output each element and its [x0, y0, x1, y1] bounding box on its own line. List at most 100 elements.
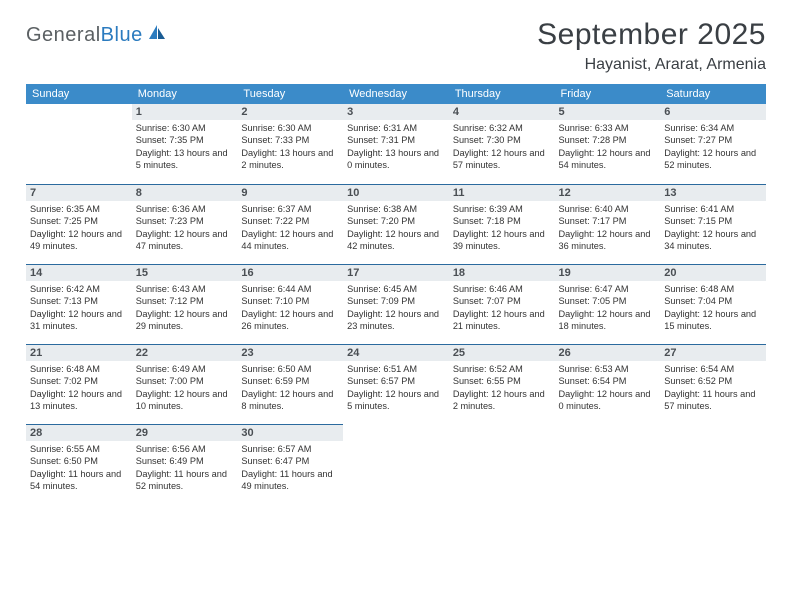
day-details: Sunrise: 6:49 AMSunset: 7:00 PMDaylight:… [132, 361, 238, 415]
sunset-line: Sunset: 7:33 PM [241, 134, 339, 146]
sunrise-line: Sunrise: 6:37 AM [241, 203, 339, 215]
day-cell: 24 Sunrise: 6:51 AMSunset: 6:57 PMDayligh… [343, 344, 449, 424]
day-cell: 23Sunrise: 6:50 AMSunset: 6:59 PMDayligh… [237, 344, 343, 424]
day-cell: 5Sunrise: 6:33 AMSunset: 7:28 PMDaylight… [555, 104, 661, 184]
day-cell [555, 424, 661, 504]
day-cell: 8Sunrise: 6:36 AMSunset: 7:23 PMDaylight… [132, 184, 238, 264]
day-cell: 1Sunrise: 6:30 AMSunset: 7:35 PMDaylight… [132, 104, 238, 184]
dayhead-thu: Thursday [449, 84, 555, 104]
sunset-line: Sunset: 7:13 PM [30, 295, 128, 307]
daylight-line: Daylight: 11 hours and 49 minutes. [241, 468, 339, 493]
sunset-line: Sunset: 7:30 PM [453, 134, 551, 146]
daylight-line: Daylight: 12 hours and 54 minutes. [559, 147, 657, 172]
sunset-line: Sunset: 7:15 PM [664, 215, 762, 227]
day-number: 25 [449, 344, 555, 361]
sunrise-line: Sunrise: 6:34 AM [664, 122, 762, 134]
sunset-line: Sunset: 6:57 PM [347, 375, 445, 387]
daylight-line: Daylight: 12 hours and 29 minutes. [136, 308, 234, 333]
day-details: Sunrise: 6:55 AMSunset: 6:50 PMDaylight:… [26, 441, 132, 495]
daylight-line: Daylight: 13 hours and 5 minutes. [136, 147, 234, 172]
sunrise-line: Sunrise: 6:50 AM [241, 363, 339, 375]
day-cell: 13Sunrise: 6:41 AMSunset: 7:15 PMDayligh… [660, 184, 766, 264]
day-cell: 12Sunrise: 6:40 AMSunset: 7:17 PMDayligh… [555, 184, 661, 264]
sunrise-line: Sunrise: 6:43 AM [136, 283, 234, 295]
day-number [555, 424, 661, 440]
sunrise-line: Sunrise: 6:57 AM [241, 443, 339, 455]
sunrise-line: Sunrise: 6:46 AM [453, 283, 551, 295]
dayhead-mon: Monday [132, 84, 238, 104]
day-number: 18 [449, 264, 555, 281]
daylight-line: Daylight: 11 hours and 52 minutes. [136, 468, 234, 493]
day-number [660, 424, 766, 440]
day-details: Sunrise: 6:57 AMSunset: 6:47 PMDaylight:… [237, 441, 343, 495]
sunset-line: Sunset: 7:31 PM [347, 134, 445, 146]
day-cell: 29Sunrise: 6:56 AMSunset: 6:49 PMDayligh… [132, 424, 238, 504]
daylight-line: Daylight: 12 hours and 0 minutes. [559, 388, 657, 413]
daylight-line: Daylight: 12 hours and 42 minutes. [347, 228, 445, 253]
day-cell: 21Sunrise: 6:48 AMSunset: 7:02 PMDayligh… [26, 344, 132, 424]
day-cell: 18Sunrise: 6:46 AMSunset: 7:07 PMDayligh… [449, 264, 555, 344]
day-details: Sunrise: 6:54 AMSunset: 6:52 PMDaylight:… [660, 361, 766, 415]
daylight-line: Daylight: 12 hours and 2 minutes. [453, 388, 551, 413]
sunset-line: Sunset: 7:12 PM [136, 295, 234, 307]
day-cell: 15 Sunrise: 6:43 AMSunset: 7:12 PMDayligh… [132, 264, 238, 344]
sunrise-line: Sunrise: 6:48 AM [664, 283, 762, 295]
day-details: Sunrise: 6:31 AMSunset: 7:31 PMDaylight:… [343, 120, 449, 174]
daylight-line: Daylight: 13 hours and 0 minutes. [347, 147, 445, 172]
month-title: September 2025 [537, 18, 766, 52]
daylight-line: Daylight: 13 hours and 2 minutes. [241, 147, 339, 172]
dayhead-sat: Saturday [660, 84, 766, 104]
daylight-line: Daylight: 12 hours and 10 minutes. [136, 388, 234, 413]
day-cell: 14Sunrise: 6:42 AMSunset: 7:13 PMDayligh… [26, 264, 132, 344]
day-number: 17 [343, 264, 449, 281]
day-details: Sunrise: 6:46 AMSunset: 7:07 PMDaylight:… [449, 281, 555, 335]
day-cell: 4Sunrise: 6:32 AMSunset: 7:30 PMDaylight… [449, 104, 555, 184]
daylight-line: Daylight: 12 hours and 39 minutes. [453, 228, 551, 253]
day-number: 21 [26, 344, 132, 361]
sunset-line: Sunset: 7:35 PM [136, 134, 234, 146]
page-header: GeneralBlue September 2025 Hayanist, Ara… [26, 18, 766, 74]
daylight-line: Daylight: 12 hours and 36 minutes. [559, 228, 657, 253]
day-number: 8 [132, 184, 238, 201]
day-number: 14 [26, 264, 132, 281]
sunset-line: Sunset: 6:59 PM [241, 375, 339, 387]
day-cell: 25Sunrise: 6:52 AMSunset: 6:55 PMDayligh… [449, 344, 555, 424]
sunset-line: Sunset: 7:27 PM [664, 134, 762, 146]
day-number: 3 [343, 104, 449, 120]
day-details: Sunrise: 6:36 AMSunset: 7:23 PMDaylight:… [132, 201, 238, 255]
day-details: Sunrise: 6:30 AMSunset: 7:33 PMDaylight:… [237, 120, 343, 174]
day-cell [660, 424, 766, 504]
day-number: 5 [555, 104, 661, 120]
sunrise-line: Sunrise: 6:49 AM [136, 363, 234, 375]
daylight-line: Daylight: 12 hours and 21 minutes. [453, 308, 551, 333]
daylight-line: Daylight: 12 hours and 31 minutes. [30, 308, 128, 333]
day-number: 9 [237, 184, 343, 201]
day-details: Sunrise: 6:52 AMSunset: 6:55 PMDaylight:… [449, 361, 555, 415]
sunset-line: Sunset: 7:20 PM [347, 215, 445, 227]
sunrise-line: Sunrise: 6:55 AM [30, 443, 128, 455]
day-number: 24 [343, 344, 449, 361]
day-cell: 20Sunrise: 6:48 AMSunset: 7:04 PMDayligh… [660, 264, 766, 344]
day-number: 20 [660, 264, 766, 281]
sunrise-line: Sunrise: 6:47 AM [559, 283, 657, 295]
sunrise-line: Sunrise: 6:48 AM [30, 363, 128, 375]
day-details: Sunrise: 6:32 AMSunset: 7:30 PMDaylight:… [449, 120, 555, 174]
daylight-line: Daylight: 12 hours and 57 minutes. [453, 147, 551, 172]
day-number: 15 [132, 264, 238, 281]
daylight-line: Daylight: 11 hours and 57 minutes. [664, 388, 762, 413]
day-number: 29 [132, 424, 238, 441]
day-details: Sunrise: 6:33 AMSunset: 7:28 PMDaylight:… [555, 120, 661, 174]
day-details: Sunrise: 6:44 AMSunset: 7:10 PMDaylight:… [237, 281, 343, 335]
day-number: 4 [449, 104, 555, 120]
sunrise-line: Sunrise: 6:51 AM [347, 363, 445, 375]
sunrise-line: Sunrise: 6:54 AM [664, 363, 762, 375]
daylight-line: Daylight: 12 hours and 52 minutes. [664, 147, 762, 172]
day-cell: 17Sunrise: 6:45 AMSunset: 7:09 PMDayligh… [343, 264, 449, 344]
brand-logo: GeneralBlue [26, 24, 167, 47]
calendar-page: GeneralBlue September 2025 Hayanist, Ara… [0, 0, 792, 612]
daylight-line: Daylight: 12 hours and 5 minutes. [347, 388, 445, 413]
sunrise-line: Sunrise: 6:30 AM [241, 122, 339, 134]
dayhead-fri: Friday [555, 84, 661, 104]
day-number: 28 [26, 424, 132, 441]
title-block: September 2025 Hayanist, Ararat, Armenia [537, 18, 766, 74]
